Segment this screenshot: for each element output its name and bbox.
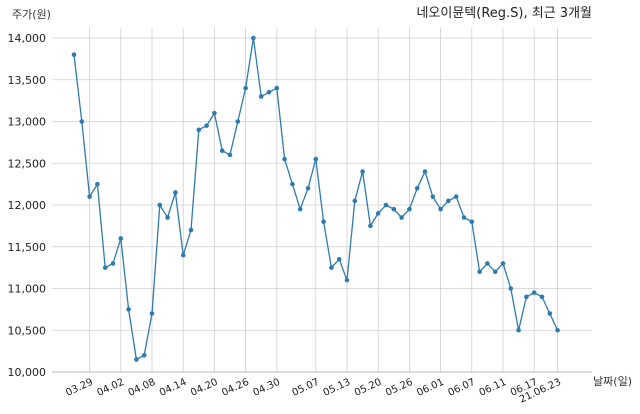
data-point bbox=[274, 85, 280, 91]
data-point bbox=[492, 269, 498, 275]
data-point bbox=[547, 311, 553, 316]
data-point bbox=[446, 198, 451, 204]
data-point bbox=[134, 357, 139, 362]
data-point bbox=[266, 89, 272, 95]
data-point bbox=[305, 186, 311, 191]
data-point bbox=[485, 261, 490, 266]
data-point bbox=[438, 206, 443, 212]
data-point bbox=[118, 236, 124, 241]
x-tick-label: 05.07 bbox=[290, 377, 321, 399]
data-point bbox=[204, 123, 209, 128]
data-point bbox=[79, 119, 85, 124]
y-tick-label: 10,500 bbox=[8, 324, 47, 337]
data-point bbox=[95, 181, 100, 187]
data-point bbox=[344, 277, 350, 283]
data-point bbox=[461, 215, 467, 220]
data-point bbox=[126, 307, 131, 312]
data-point bbox=[219, 148, 225, 154]
data-point bbox=[399, 215, 404, 220]
x-tick-label: 04.20 bbox=[189, 377, 220, 399]
data-point bbox=[251, 35, 256, 41]
x-tick-label: 04.02 bbox=[95, 377, 126, 399]
data-point bbox=[188, 227, 194, 233]
data-point bbox=[157, 202, 163, 208]
data-point bbox=[329, 265, 334, 270]
x-tick-label: 03.29 bbox=[64, 377, 95, 399]
x-tick-label: 04.14 bbox=[158, 377, 189, 399]
data-point bbox=[196, 127, 202, 133]
data-point bbox=[282, 156, 287, 162]
data-point bbox=[368, 223, 373, 229]
data-point bbox=[375, 211, 381, 216]
data-point bbox=[469, 219, 475, 224]
y-tick-label: 13,500 bbox=[8, 74, 47, 87]
y-tick-label: 11,500 bbox=[8, 241, 47, 254]
x-tick-label: 05.20 bbox=[353, 377, 384, 399]
data-point bbox=[430, 194, 436, 199]
y-tick-label: 10,000 bbox=[8, 366, 47, 379]
x-tick-label: 04.30 bbox=[251, 377, 282, 399]
data-point bbox=[180, 252, 186, 258]
data-point bbox=[227, 152, 233, 158]
data-point bbox=[539, 294, 545, 300]
data-point bbox=[453, 194, 459, 199]
data-point bbox=[508, 286, 514, 291]
data-point bbox=[258, 94, 264, 99]
data-point bbox=[414, 186, 420, 191]
x-tick-label: 04.26 bbox=[220, 377, 251, 399]
data-point bbox=[391, 206, 397, 212]
data-point bbox=[477, 269, 482, 275]
data-point bbox=[336, 256, 342, 262]
y-tick-label: 13,000 bbox=[8, 116, 47, 129]
data-point bbox=[149, 311, 155, 316]
data-point bbox=[422, 169, 428, 174]
data-point bbox=[173, 190, 178, 195]
x-tick-label: 06.01 bbox=[415, 377, 446, 399]
grid-lines bbox=[52, 28, 592, 373]
data-point bbox=[407, 206, 412, 212]
data-point bbox=[321, 219, 326, 224]
x-tick-label: 05.13 bbox=[322, 377, 353, 399]
data-point bbox=[524, 294, 529, 300]
chart-title: 네오이뮨텍(Reg.S), 최근 3개월 bbox=[416, 6, 592, 21]
data-point bbox=[87, 194, 92, 199]
x-tick-labels: 03.29 04.02 04.08 04.14 04.20 04.26 04.30 05.07… bbox=[64, 377, 563, 406]
x-axis-label: 날짜(일) bbox=[593, 375, 632, 388]
y-tick-labels: 10,000 10,500 11,000 11,500 12,000 12,500 13,0… bbox=[8, 32, 47, 379]
data-point bbox=[212, 110, 217, 116]
data-point bbox=[313, 156, 319, 162]
y-tick-label: 11,000 bbox=[8, 283, 47, 296]
data-point bbox=[290, 181, 295, 187]
data-point bbox=[297, 206, 303, 212]
data-point bbox=[71, 52, 77, 57]
data-point bbox=[383, 202, 389, 208]
data-point bbox=[165, 215, 170, 220]
y-tick-label: 12,500 bbox=[8, 157, 47, 170]
data-point bbox=[531, 290, 537, 295]
data-point bbox=[352, 198, 358, 204]
x-tick-label: 06.11 bbox=[478, 377, 509, 399]
y-tick-label: 14,000 bbox=[8, 32, 47, 45]
price-points bbox=[71, 35, 560, 362]
data-point bbox=[102, 265, 108, 270]
data-point bbox=[555, 327, 560, 333]
data-point bbox=[500, 261, 506, 266]
data-point bbox=[110, 261, 116, 266]
x-tick-label: 05.26 bbox=[384, 377, 415, 399]
y-tick-label: 12,000 bbox=[8, 199, 47, 212]
x-tick-label: 06.07 bbox=[446, 377, 477, 399]
y-axis-label: 주가(원) bbox=[12, 8, 51, 21]
data-point bbox=[360, 169, 365, 174]
data-point bbox=[235, 119, 241, 124]
data-point bbox=[141, 353, 147, 358]
data-point bbox=[516, 327, 521, 333]
x-tick-label: 04.08 bbox=[127, 377, 158, 399]
data-point bbox=[243, 85, 248, 91]
